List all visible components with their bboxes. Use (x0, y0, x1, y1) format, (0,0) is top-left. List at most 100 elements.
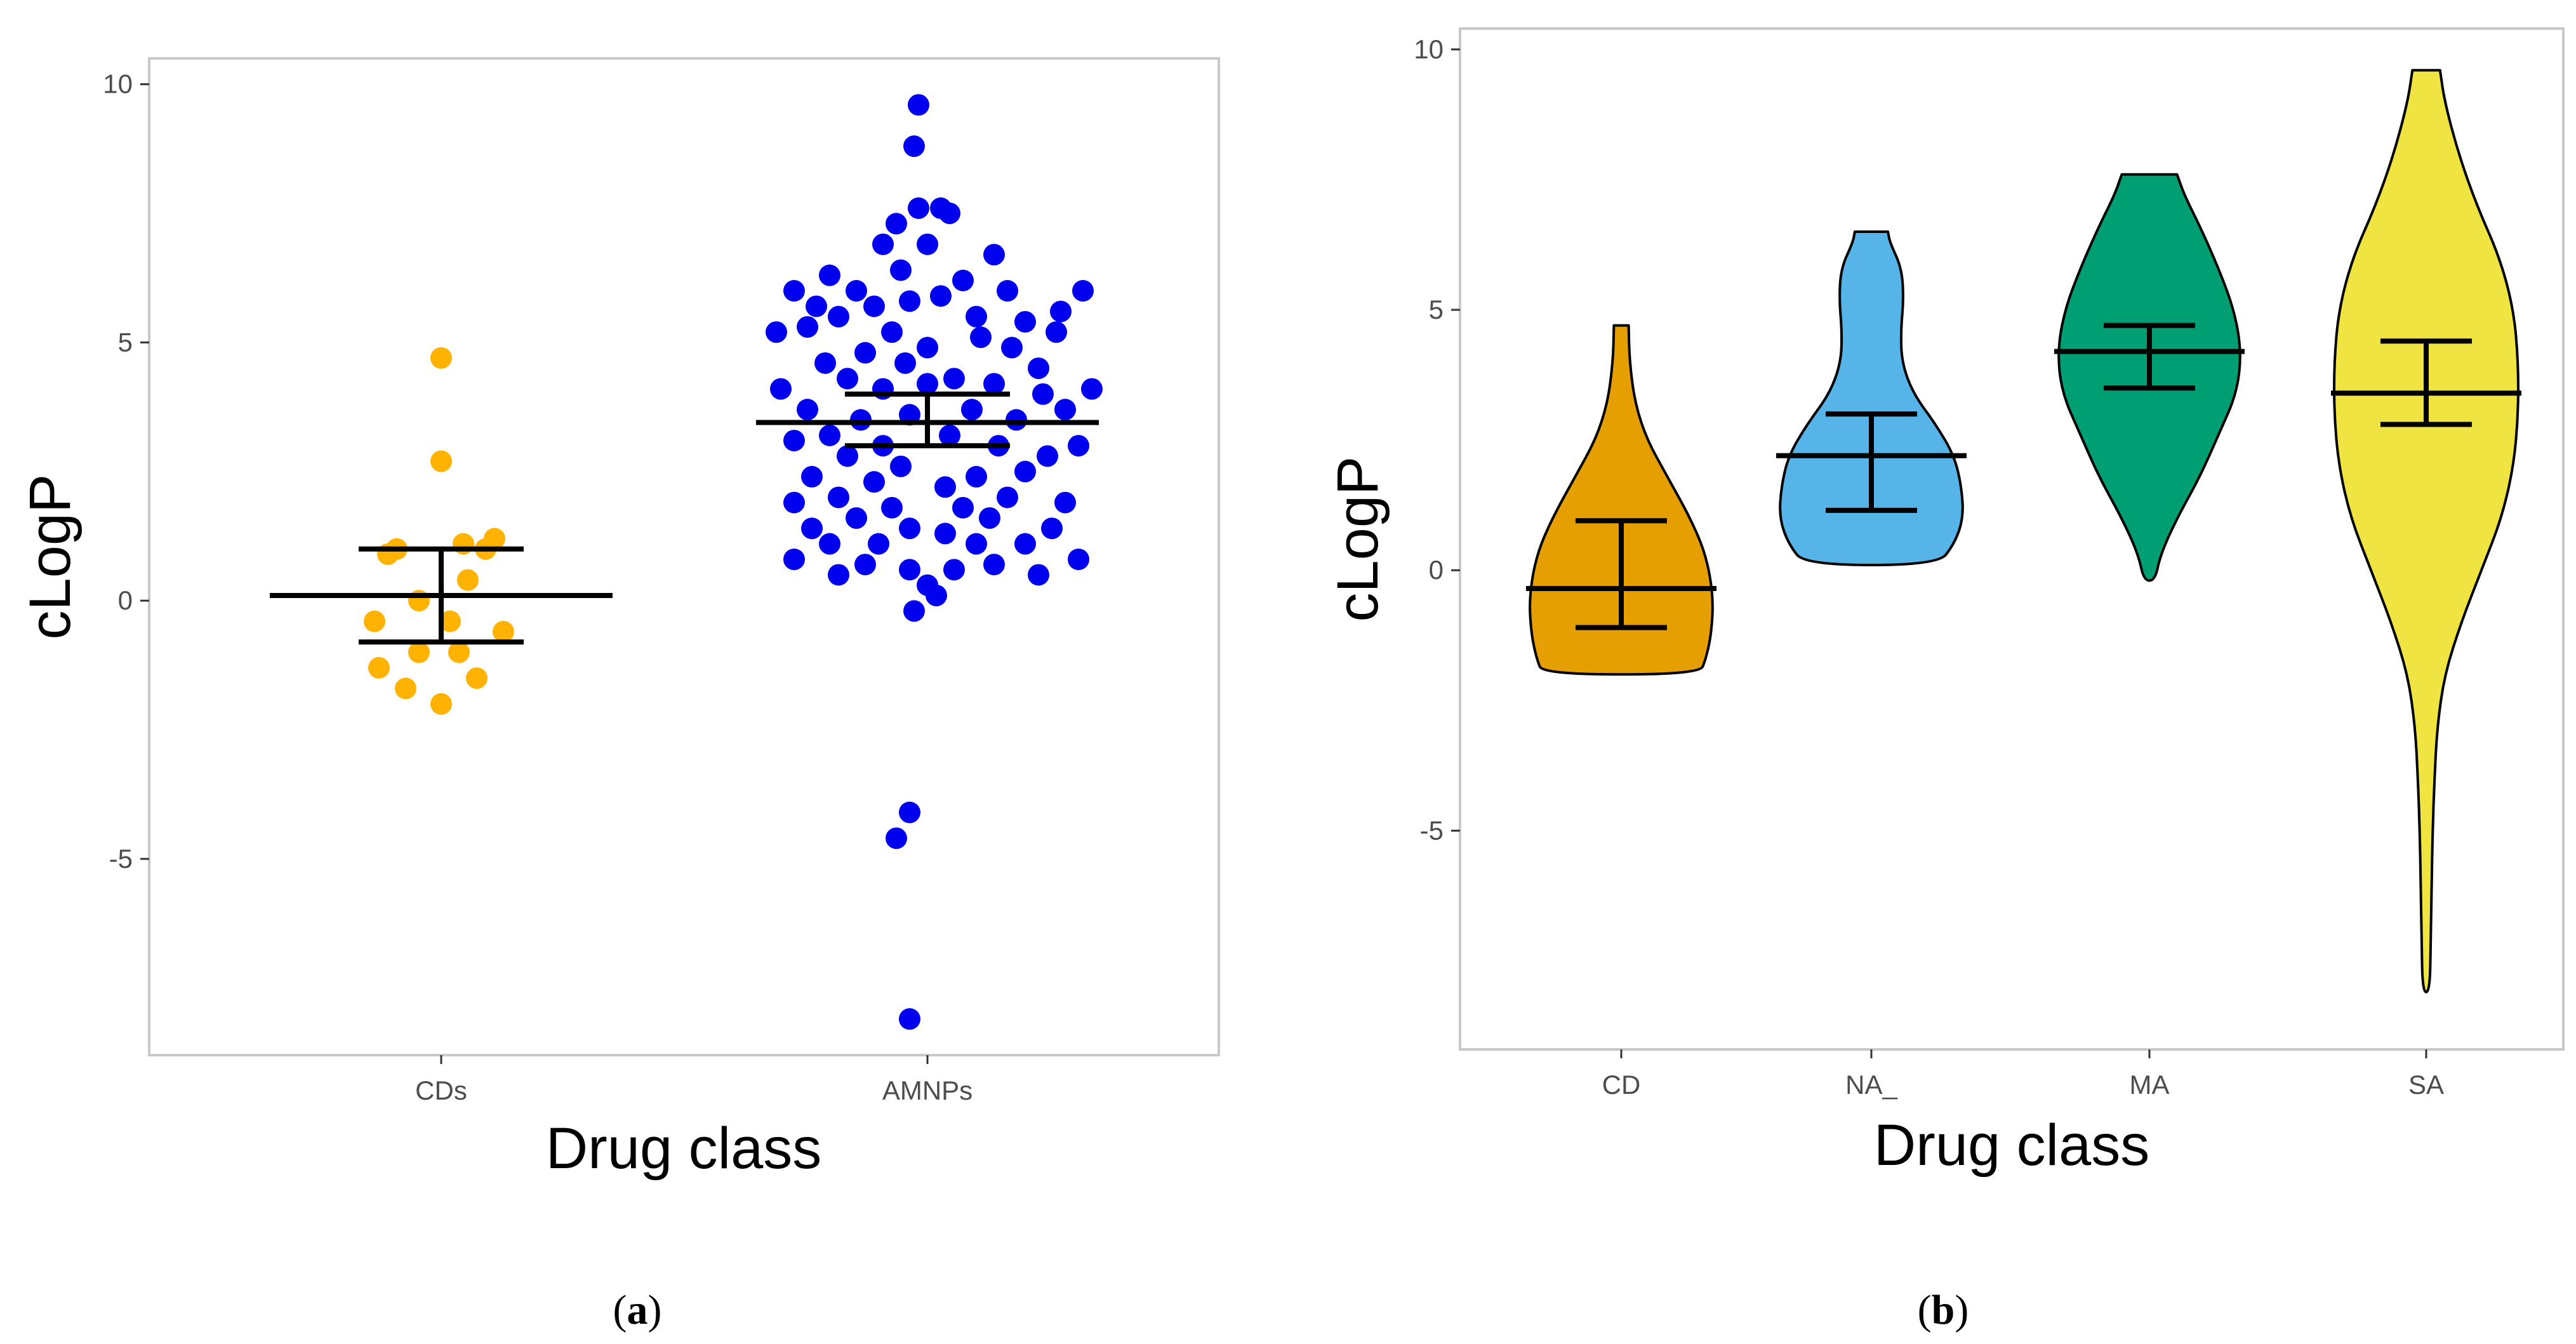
panel-a-point-amnps (934, 476, 956, 498)
panel-b-label-close: ) (1955, 1287, 1969, 1333)
panel-a-point-amnps (1001, 336, 1023, 359)
panel-a-point-amnps (770, 378, 792, 400)
panel-a-point-amnps (814, 352, 836, 374)
panel-b-y-tick-label: 5 (1429, 295, 1444, 324)
panel-a-point-amnps (894, 352, 916, 374)
panel-a-point-amnps (783, 429, 805, 451)
panel-a-point-cds (466, 667, 488, 689)
panel-a-point-amnps (943, 559, 965, 581)
panel-a-point-amnps (819, 533, 840, 555)
panel-a-point-amnps (1068, 435, 1089, 457)
panel-a-point-cds (430, 693, 452, 715)
panel-a-point-amnps (890, 259, 912, 281)
panel-b-violins (1529, 69, 2520, 994)
panel-a-point-amnps (1014, 310, 1036, 333)
panel-a-point-amnps (930, 285, 952, 307)
panel-a-point-amnps (917, 373, 938, 395)
panel-a: 10 5 0 -5 CDs AMNPs Drug class cLogP (a) (18, 57, 1220, 1333)
panel-a-point-amnps (979, 507, 1000, 529)
panel-a-point-amnps (766, 321, 787, 343)
panel-a-point-amnps (783, 491, 805, 514)
panel-a-point-amnps (997, 280, 1018, 302)
panel-a-point-amnps (939, 424, 960, 446)
panel-a-point-amnps (846, 507, 867, 529)
panel-a-point-amnps (983, 554, 1005, 576)
panel-a-point-amnps (863, 471, 885, 493)
panel-a-point-amnps (819, 424, 840, 446)
panel-a-point-amnps (1046, 321, 1067, 343)
panel-a-point-amnps (850, 409, 872, 431)
panel-a-point-amnps (828, 486, 849, 509)
panel-a-label-close: ) (648, 1287, 662, 1333)
panel-a-point-amnps (854, 554, 876, 576)
panel-b-x-tick-label-ma: MA (2130, 1070, 2170, 1100)
panel-a-point-cds (364, 610, 385, 632)
panel-a-point-amnps (801, 517, 823, 540)
panel-a-point-amnps (1050, 300, 1072, 323)
panel-a-point-amnps (899, 290, 920, 312)
panel-a-point-amnps (1028, 564, 1049, 586)
panel-a-point-amnps (961, 399, 983, 421)
panel-a-point-amnps (1054, 399, 1076, 421)
panel-a-point-amnps (828, 564, 849, 586)
panel-a-point-amnps (806, 295, 827, 317)
panel-a-point-amnps (917, 336, 938, 359)
panel-a-point-amnps (783, 280, 805, 302)
panel-a-point-amnps (899, 1008, 920, 1030)
panel-a-point-amnps (801, 465, 823, 488)
panel-a-point-amnps (966, 305, 987, 328)
panel-a-point-amnps (934, 522, 956, 545)
panel-b-x-tick-label-na: NA_ (1845, 1070, 1897, 1100)
panel-a-point-amnps (863, 295, 885, 317)
panel-a-point-amnps (846, 280, 867, 302)
panel-a-point-amnps (797, 316, 818, 338)
panel-a-point-amnps (1054, 491, 1076, 514)
panel-b-label: (b) (1918, 1287, 1969, 1333)
panel-a-y-tick-label: 0 (118, 585, 133, 615)
panel-a-point-cds (430, 450, 452, 472)
panel-a-point-amnps (881, 496, 903, 519)
panel-a-point-amnps (854, 342, 876, 364)
panel-b-errorbars (1526, 323, 2521, 630)
panel-b-y-tick-label: -5 (1420, 815, 1444, 845)
panel-a-point-amnps (819, 264, 840, 286)
panel-a-point-amnps (917, 233, 938, 255)
panel-a-x-axis-title: Drug class (546, 1116, 822, 1181)
panel-a-y-ticks: 10 5 0 -5 (103, 69, 149, 874)
panel-a-point-amnps (868, 533, 889, 555)
panel-b-violin-na (1779, 230, 1964, 566)
panel-a-point-amnps (890, 455, 912, 477)
panel-a-point-amnps (783, 549, 805, 571)
panel-a-point-amnps (903, 600, 925, 622)
panel-b-violin-sa (2333, 69, 2520, 994)
panel-a-point-amnps (1037, 445, 1058, 467)
panel-a-point-cds (368, 656, 390, 679)
panel-a-point-amnps (1068, 549, 1089, 571)
panel-a-x-tick-label-cds: CDs (415, 1075, 467, 1105)
panel-a-point-amnps (926, 585, 947, 607)
panel-a-point-cds (484, 528, 505, 550)
panel-a-point-cds (395, 677, 416, 700)
panel-a-y-tick-label: 5 (118, 327, 133, 357)
panel-a-point-cds (457, 569, 479, 591)
panel-a-point-amnps (837, 368, 858, 390)
panel-a-point-amnps (899, 559, 920, 581)
panel-a-plot-border (148, 57, 1220, 1056)
panel-b-x-ticks: CD NA_ MA SA (1602, 1049, 2444, 1100)
panel-a-point-amnps (828, 305, 849, 328)
panel-a-point-amnps (983, 373, 1005, 395)
panel-a-point-amnps (908, 94, 929, 116)
panel-a-point-cds (408, 641, 430, 663)
panel-b-label-letter: b (1932, 1287, 1955, 1333)
panel-a-point-amnps (1014, 533, 1036, 555)
panel-a-point-amnps (939, 203, 960, 225)
panel-a-point-amnps (837, 445, 858, 467)
panel-a-errorbars (270, 391, 1099, 645)
panel-a-point-amnps (1032, 383, 1054, 405)
panel-a-point-amnps (943, 368, 965, 390)
panel-a-point-amnps (966, 465, 987, 488)
panel-a-point-cds (439, 610, 461, 632)
panel-a-point-amnps (997, 486, 1018, 509)
panel-a-point-cds (430, 347, 452, 369)
